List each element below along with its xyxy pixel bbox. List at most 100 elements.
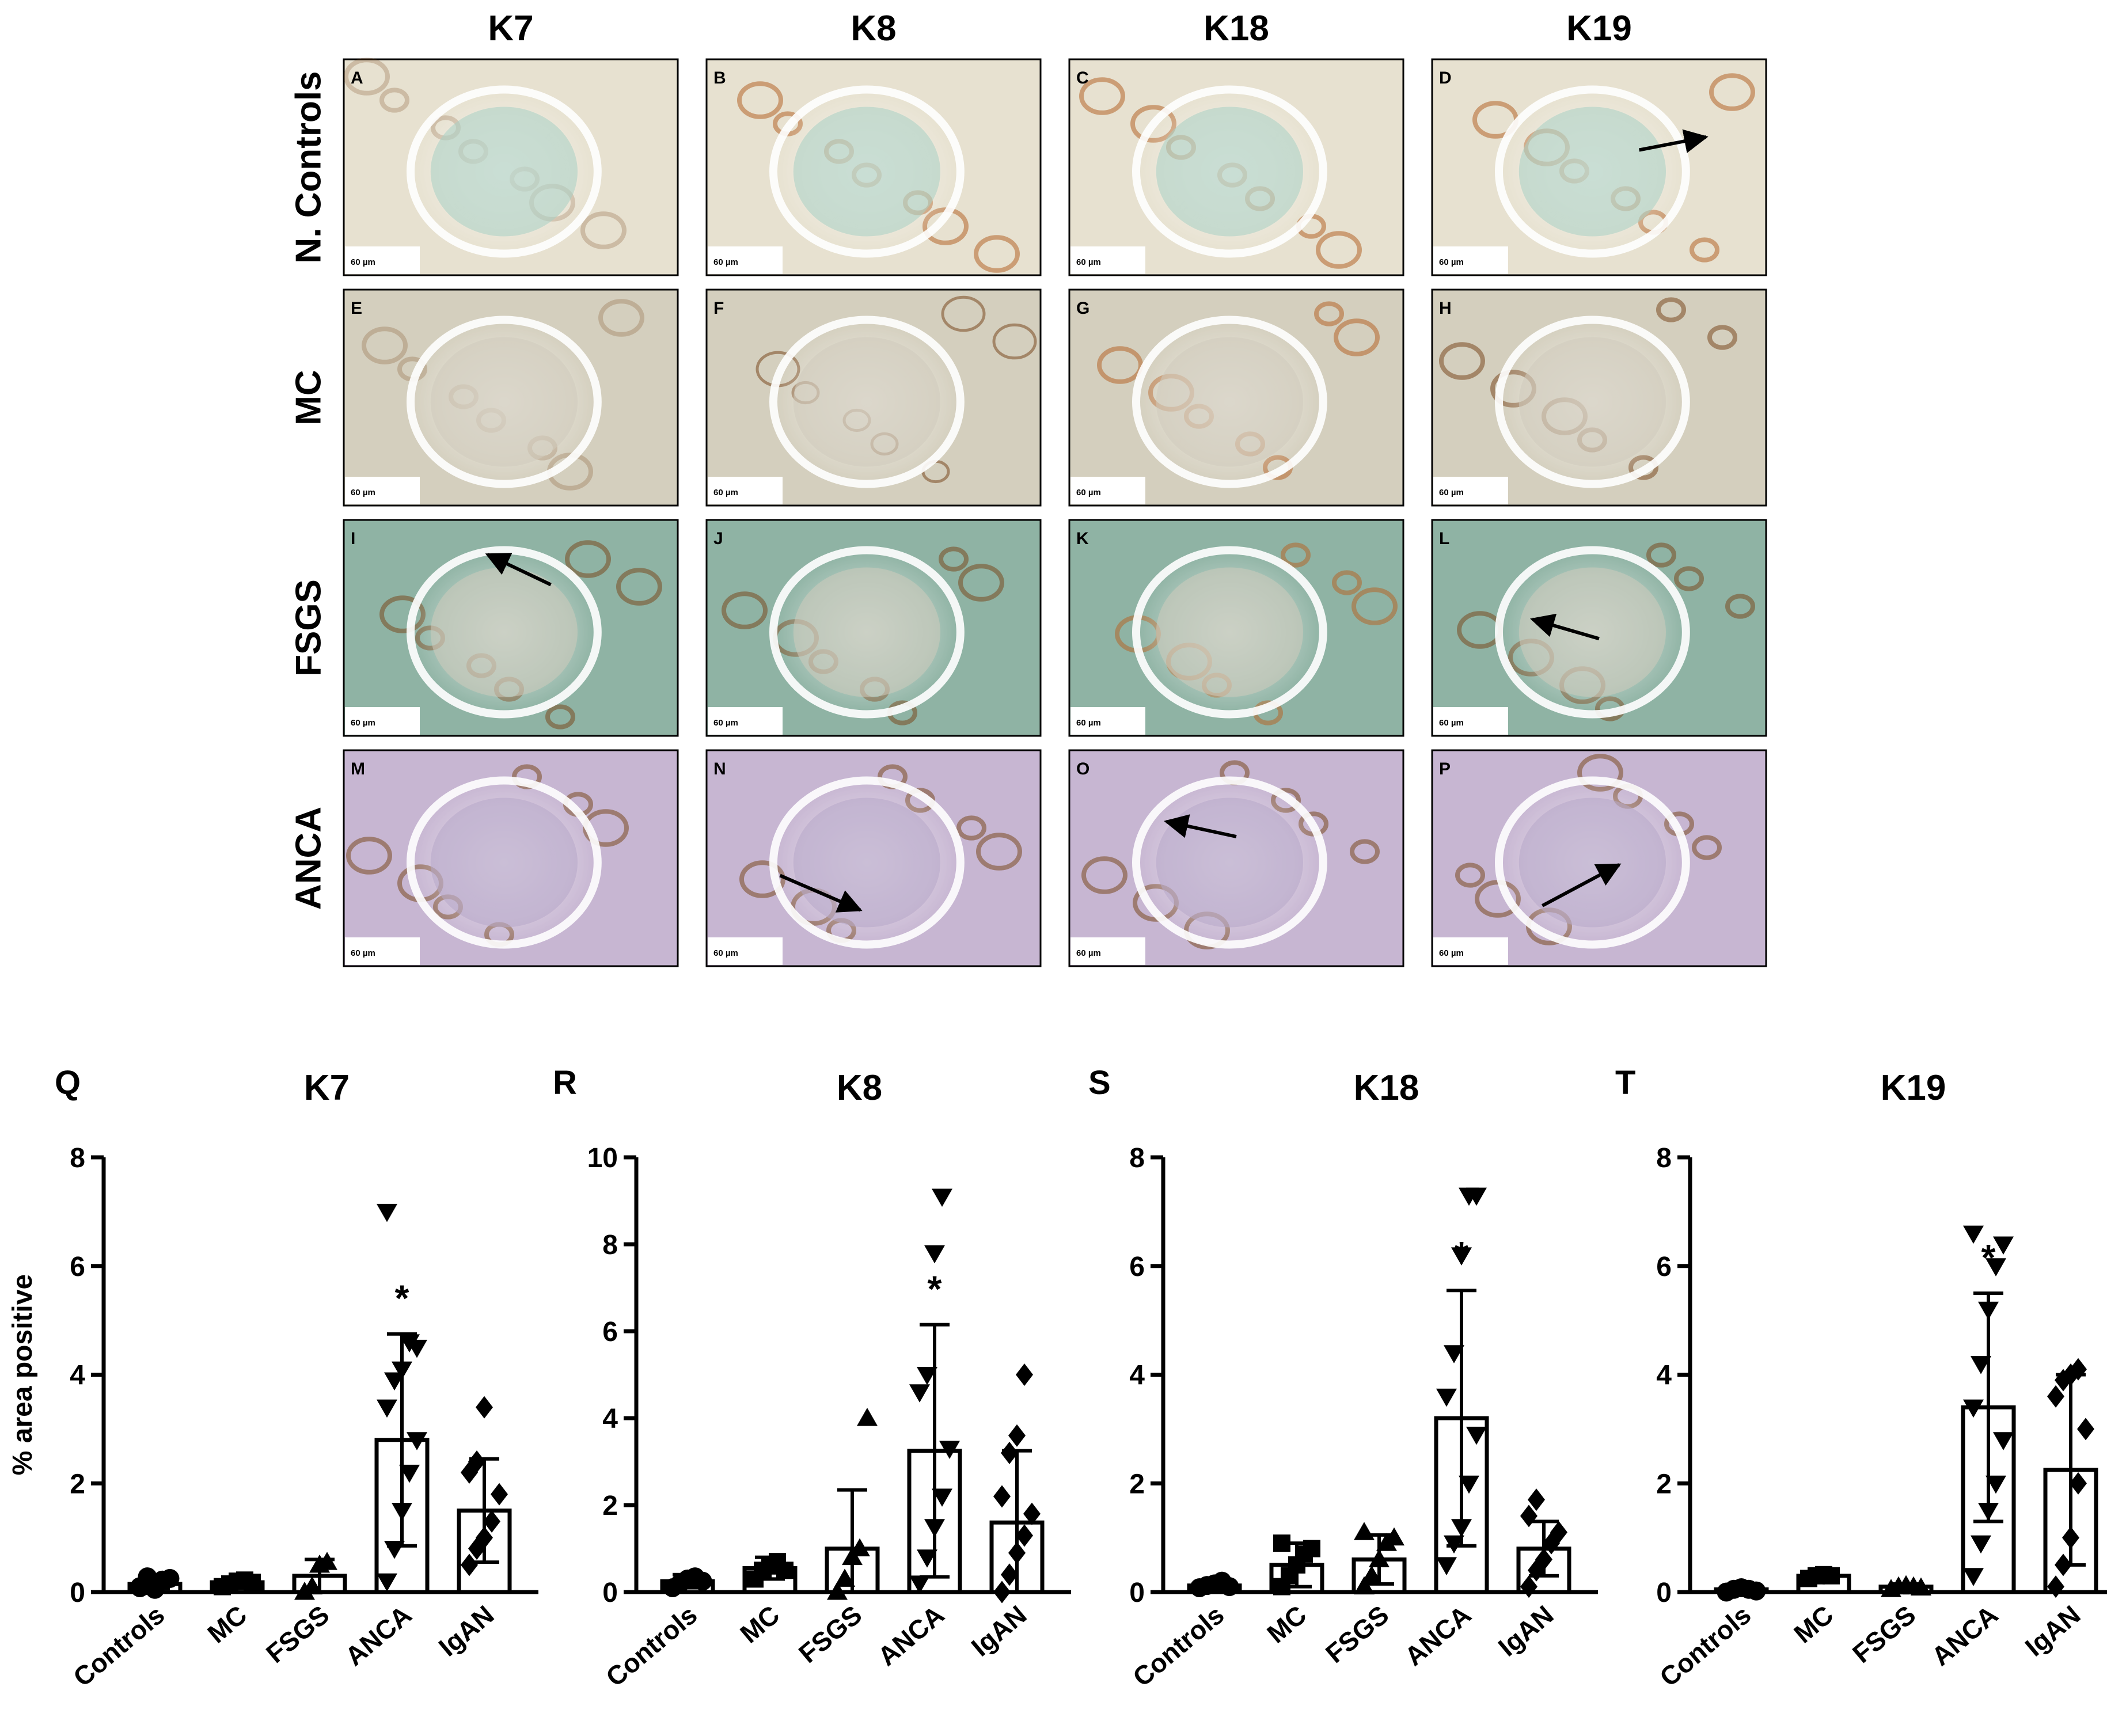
x-tick-label: FSGS: [1320, 1600, 1394, 1669]
glomerular-tuft: [1518, 337, 1666, 467]
x-tick-label: FSGS: [793, 1600, 867, 1669]
arrow-L: [1529, 613, 1600, 641]
x-tick-label: IgAN: [433, 1600, 500, 1662]
glomerular-tuft: [793, 337, 940, 467]
data-point: [1963, 1399, 1984, 1418]
scale-bar-box: [1070, 477, 1145, 504]
chart-title: K8: [837, 1068, 882, 1108]
x-tick-label: FSGS: [1847, 1600, 1921, 1669]
x-tick-label: Controls: [67, 1600, 170, 1692]
data-point: [1459, 1475, 1479, 1494]
micrograph-panel-P: P 60 µm: [1431, 749, 1767, 967]
tubule-mark: [1351, 587, 1398, 625]
glomerular-tuft: [430, 337, 578, 467]
tubule-mark: [992, 323, 1037, 360]
data-point: [1963, 1568, 1984, 1586]
bar-igan: [457, 1508, 512, 1594]
data-point: [1451, 1247, 1472, 1266]
glomerular-tuft: [1518, 567, 1666, 697]
scale-bar-label: 60 µm: [1439, 257, 1464, 267]
y-tick-label: 8: [1656, 1143, 1672, 1173]
x-tick-label: IgAN: [966, 1600, 1032, 1662]
data-point: [1993, 1236, 2014, 1255]
data-point: [1444, 1535, 1464, 1554]
arrow-P: [1541, 863, 1622, 907]
data-point: [1971, 1356, 1991, 1374]
data-point: [917, 1367, 937, 1385]
y-tick-label: 2: [1129, 1469, 1145, 1499]
data-point: [244, 1574, 261, 1591]
y-tick-label: 4: [602, 1404, 618, 1434]
micrograph-panel-A: A 60 µm: [343, 58, 679, 276]
data-point: [1823, 1567, 1840, 1585]
panel-letter-K: K: [1076, 529, 1089, 548]
column-header-k18: K18: [1204, 9, 1269, 48]
scale-bar-label: 60 µm: [713, 718, 738, 728]
x-tick-label: MC: [202, 1600, 252, 1649]
data-point: [476, 1526, 493, 1549]
scale-bar-box: [1070, 246, 1145, 274]
tubule-mark: [956, 815, 986, 841]
tubule-mark: [565, 540, 611, 578]
glomerular-tuft: [1518, 797, 1666, 928]
tubule-mark: [958, 564, 1004, 602]
glomerular-tuft: [430, 107, 578, 237]
row-header-3: ANCA: [288, 807, 328, 910]
scale-bar-label: 60 µm: [713, 488, 738, 497]
panel-letter-F: F: [713, 299, 724, 318]
y-tick-label: 0: [1129, 1578, 1145, 1608]
data-point: [993, 1485, 1011, 1508]
scale-bar-label: 60 µm: [1439, 718, 1464, 728]
data-point: [1016, 1524, 1033, 1547]
x-tick-label: IgAN: [2019, 1600, 2086, 1662]
tubule-mark: [1281, 542, 1311, 568]
data-point: [1985, 1475, 2006, 1494]
tubule-mark: [1081, 856, 1127, 894]
data-point: [2047, 1385, 2064, 1408]
panel-letter-R: R: [553, 1064, 577, 1101]
data-point: [483, 1510, 500, 1533]
row-header-2: FSGS: [288, 579, 328, 677]
panel-letter-P: P: [1439, 759, 1451, 778]
scale-bar-box: [1433, 477, 1508, 504]
tubule-mark: [379, 88, 409, 113]
scale-bar-label: 60 µm: [351, 718, 375, 728]
data-point: [939, 1441, 960, 1459]
micrograph-panel-N: N 60 µm: [705, 749, 1042, 967]
y-tick-label: 8: [602, 1230, 618, 1260]
scale-bar-label: 60 µm: [1439, 488, 1464, 497]
data-point: [1466, 1426, 1487, 1445]
data-point: [1384, 1527, 1404, 1546]
data-point: [776, 1562, 794, 1579]
chart-title: K7: [304, 1068, 350, 1108]
scale-bar-label: 60 µm: [1076, 948, 1101, 958]
panel-letter-B: B: [713, 69, 726, 88]
tubule-mark: [1332, 570, 1362, 595]
scale-bar-box: [708, 707, 783, 735]
data-point: [1451, 1519, 1472, 1537]
micrograph-panel-K: K 60 µm: [1068, 519, 1404, 737]
data-point: [2070, 1358, 2087, 1381]
data-point: [1993, 1432, 2014, 1450]
panel-letter-E: E: [351, 299, 362, 318]
data-point: [1303, 1540, 1320, 1558]
x-tick-label: Controls: [600, 1600, 703, 1692]
data-point: [399, 1464, 420, 1483]
arrow-D: [1639, 129, 1709, 153]
y-tick-label: 6: [602, 1317, 618, 1347]
data-point: [827, 1582, 848, 1600]
x-tick-label: ANCA: [1399, 1600, 1476, 1672]
glomerular-tuft: [793, 107, 940, 237]
data-point: [2055, 1553, 2072, 1577]
data-point: [1023, 1502, 1041, 1525]
tubule-mark: [362, 326, 408, 364]
tubule-mark: [722, 591, 768, 629]
data-point: [932, 1488, 952, 1507]
panel-letter-G: G: [1076, 299, 1089, 318]
y-tick-label: 4: [1656, 1361, 1672, 1391]
scale-bar-box: [345, 477, 420, 504]
tubule-mark: [1455, 863, 1485, 888]
scale-bar-box: [345, 707, 420, 735]
